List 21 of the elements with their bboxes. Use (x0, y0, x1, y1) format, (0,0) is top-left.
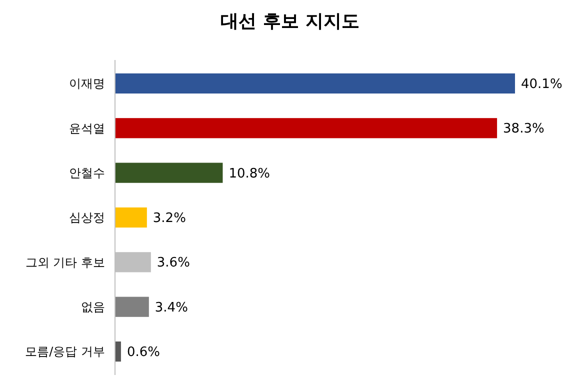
data-label: 0.6% (126, 345, 160, 360)
y-tick-label: 모름/응답 거부 (25, 344, 105, 359)
chart-title: 대선 후보 지지도 (220, 11, 360, 32)
data-label: 3.6% (156, 256, 190, 271)
bar (115, 207, 147, 228)
data-label: 40.1% (521, 77, 562, 92)
y-tick-label: 윤석열 (69, 121, 105, 136)
bar (115, 162, 223, 183)
y-tick-label: 이재명 (69, 76, 105, 91)
data-label: 10.8% (228, 166, 270, 182)
data-label: 38.3% (503, 122, 544, 137)
data-label: 3.4% (154, 300, 188, 316)
bar (115, 118, 498, 138)
data-label: 3.2% (152, 211, 186, 226)
y-tick-label: 안철수 (69, 166, 105, 180)
y-tick-label: 없음 (81, 300, 105, 314)
bar (115, 296, 149, 317)
bar (115, 341, 121, 362)
bar (115, 73, 515, 94)
y-tick-label: 그외 기타 후보 (25, 255, 105, 270)
y-tick-label: 심상정 (69, 210, 105, 225)
